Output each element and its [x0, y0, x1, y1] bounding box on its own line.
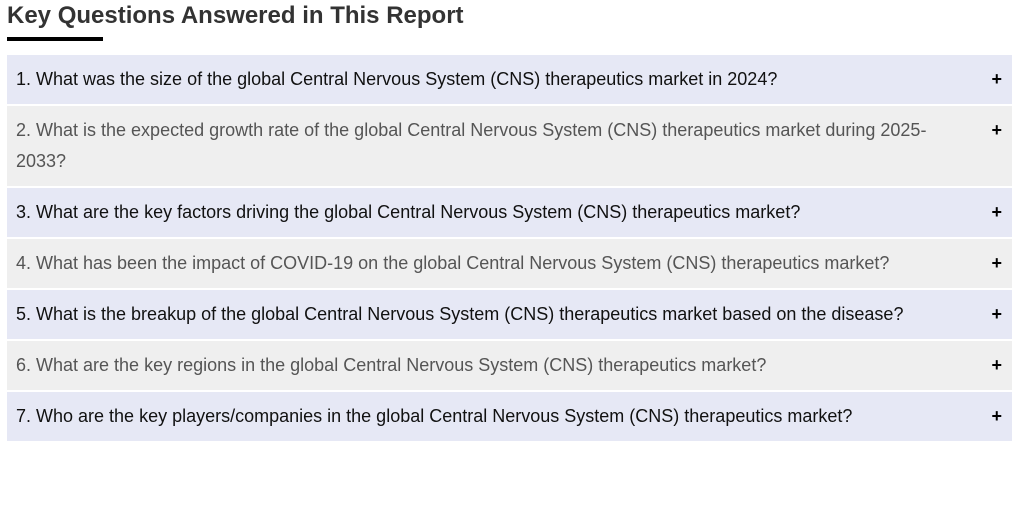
- faq-question: 4. What has been the impact of COVID-19 …: [16, 253, 890, 273]
- faq-item[interactable]: 6. What are the key regions in the globa…: [7, 341, 1012, 390]
- faq-item[interactable]: 4. What has been the impact of COVID-19 …: [7, 239, 1012, 288]
- faq-question: 5. What is the breakup of the global Cen…: [16, 304, 904, 324]
- plus-icon[interactable]: +: [991, 406, 1002, 426]
- faq-item[interactable]: 1. What was the size of the global Centr…: [7, 55, 1012, 104]
- faq-item[interactable]: 5. What is the breakup of the global Cen…: [7, 290, 1012, 339]
- faq-question: 6. What are the key regions in the globa…: [16, 355, 767, 375]
- plus-icon[interactable]: +: [991, 355, 1002, 375]
- plus-icon[interactable]: +: [991, 304, 1002, 324]
- plus-icon[interactable]: +: [991, 120, 1002, 140]
- faq-question: 2. What is the expected growth rate of t…: [16, 120, 927, 171]
- plus-icon[interactable]: +: [991, 202, 1002, 222]
- faq-list: 1. What was the size of the global Centr…: [7, 55, 1012, 443]
- faq-question: 1. What was the size of the global Centr…: [16, 69, 778, 89]
- section-title: Key Questions Answered in This Report: [7, 2, 464, 29]
- faq-item[interactable]: 7. Who are the key players/companies in …: [7, 392, 1012, 441]
- faq-item[interactable]: 3. What are the key factors driving the …: [7, 188, 1012, 237]
- plus-icon[interactable]: +: [991, 69, 1002, 89]
- title-underline: [7, 37, 103, 41]
- faq-item[interactable]: 2. What is the expected growth rate of t…: [7, 106, 1012, 186]
- faq-question: 7. Who are the key players/companies in …: [16, 406, 853, 426]
- faq-question: 3. What are the key factors driving the …: [16, 202, 801, 222]
- plus-icon[interactable]: +: [991, 253, 1002, 273]
